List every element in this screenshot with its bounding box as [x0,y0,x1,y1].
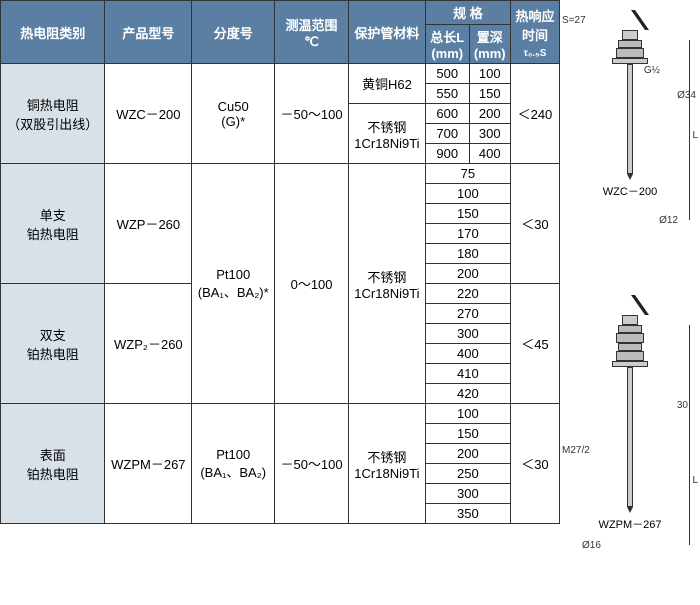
cat-double-pt: 双支铂热电阻 [1,284,105,404]
dim-d34: Ø34 [677,90,696,101]
range-2: 0～100 [275,164,349,404]
hdr-length: 总长L(mm) [425,25,469,64]
model-wzp2-260: WZP₂－260 [105,284,192,404]
hdr-range: 测温范围℃ [275,1,349,64]
dim-m27: M27/2 [562,445,590,456]
len-cell: 270 [425,304,510,324]
cat-surface-pt: 表面铂热电阻 [1,404,105,524]
len-cell: 150 [425,204,510,224]
dep-cell: 200 [469,104,510,124]
dim-d12: Ø12 [659,215,678,226]
range-3: －50～100 [275,404,349,524]
dim-L-1: L [692,130,698,141]
len-cell: 300 [425,324,510,344]
diagram-wzc200: S=27 G½ Ø34 Ø12 L WZC－200 [562,10,698,280]
len-cell: 75 [425,164,510,184]
grad-pt100: Pt100(BA₁、BA₂)* [192,164,275,404]
hdr-graduation: 分度号 [192,1,275,64]
mat-brass: 黄铜H62 [348,64,425,104]
len-cell: 220 [425,284,510,304]
hdr-model: 产品型号 [105,1,192,64]
len-cell: 250 [425,464,510,484]
mat-ss1: 不锈钢1Cr18Ni9Ti [348,104,425,164]
dep-cell: 300 [469,124,510,144]
len-cell: 100 [425,184,510,204]
range-1: －50～100 [275,64,349,164]
dim-30: 30 [677,400,688,411]
len-cell: 550 [425,84,469,104]
len-cell: 200 [425,444,510,464]
dim-g: G½ [644,65,660,76]
hdr-material: 保护管材料 [348,1,425,64]
hdr-tau: 热响应时间τ₀.₅S [510,1,559,64]
len-cell: 420 [425,384,510,404]
len-cell: 150 [425,424,510,444]
dim-s: S=27 [562,15,586,26]
len-cell: 300 [425,484,510,504]
model-wzc200: WZC－200 [105,64,192,164]
tau-4: ＜30 [510,404,559,524]
diagrams-panel: S=27 G½ Ø34 Ø12 L WZC－200 30 M27/2 Ø16 L… [560,0,700,605]
mat-ss2: 不锈钢1Cr18Ni9Ti [348,164,425,404]
dep-cell: 100 [469,64,510,84]
hdr-category: 热电阻类别 [1,1,105,64]
len-cell: 170 [425,224,510,244]
cat-copper: 铜热电阻（双股引出线） [1,64,105,164]
tau-2: ＜30 [510,164,559,284]
dim-L-2: L [692,475,698,486]
len-cell: 700 [425,124,469,144]
len-cell: 200 [425,264,510,284]
mat-ss3: 不锈钢1Cr18Ni9Ti [348,404,425,524]
dep-cell: 400 [469,144,510,164]
len-cell: 900 [425,144,469,164]
model-wzp260: WZP－260 [105,164,192,284]
grad-pt100-2: Pt100(BA₁、BA₂) [192,404,275,524]
hdr-depth: 置深(mm) [469,25,510,64]
len-cell: 500 [425,64,469,84]
tau-1: ＜240 [510,64,559,164]
tau-3: ＜45 [510,284,559,404]
len-cell: 400 [425,344,510,364]
caption-wzc200: WZC－200 [562,183,698,199]
diagram-wzpm267: 30 M27/2 Ø16 L WZPM－267 [562,295,698,585]
spec-table: 热电阻类别 产品型号 分度号 测温范围℃ 保护管材料 规 格 热响应时间τ₀.₅… [0,0,560,524]
len-cell: 180 [425,244,510,264]
len-cell: 410 [425,364,510,384]
grad-cu50: Cu50(G)* [192,64,275,164]
hdr-spec: 规 格 [425,1,510,25]
cat-single-pt: 单支铂热电阻 [1,164,105,284]
len-cell: 100 [425,404,510,424]
model-wzpm267: WZPM－267 [105,404,192,524]
caption-wzpm267: WZPM－267 [562,516,698,532]
len-cell: 600 [425,104,469,124]
dep-cell: 150 [469,84,510,104]
len-cell: 350 [425,504,510,524]
dim-d16: Ø16 [582,540,601,551]
